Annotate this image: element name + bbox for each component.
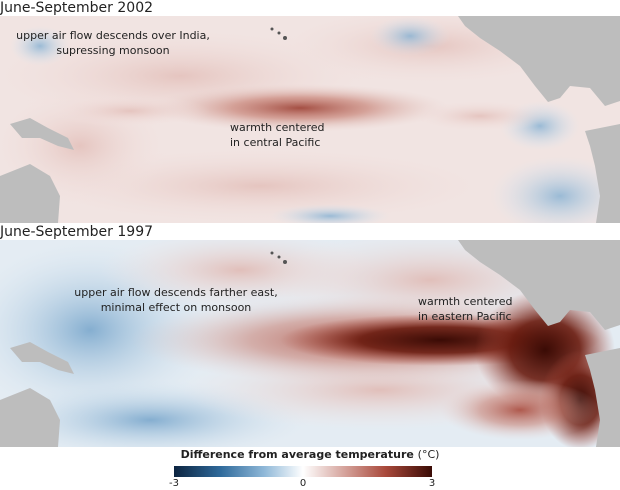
legend-title-text: Difference from average temperature [180,448,414,461]
legend-title: Difference from average temperature (°C) [0,448,620,461]
legend-tick-mid: 0 [299,478,307,489]
panel-title-1997: June-September 1997 [0,224,154,240]
panel-title-2002: June-September 2002 [0,0,154,16]
annotation-1997-warmth: warmth centered in eastern Pacific [418,295,513,323]
map-2002 [0,16,620,223]
map-1997 [0,240,620,447]
annotation-2002-india: upper air flow descends over India, supr… [16,29,210,57]
legend-colorbar [174,466,432,477]
legend-unit: (°C) [417,448,440,461]
annotation-2002-warmth: warmth centered in central Pacific [230,121,325,149]
legend-tick-max: 3 [428,478,436,489]
annotation-1997-monsoon: upper air flow descends farther east, mi… [74,286,278,314]
legend-tick-min: -3 [169,478,179,489]
